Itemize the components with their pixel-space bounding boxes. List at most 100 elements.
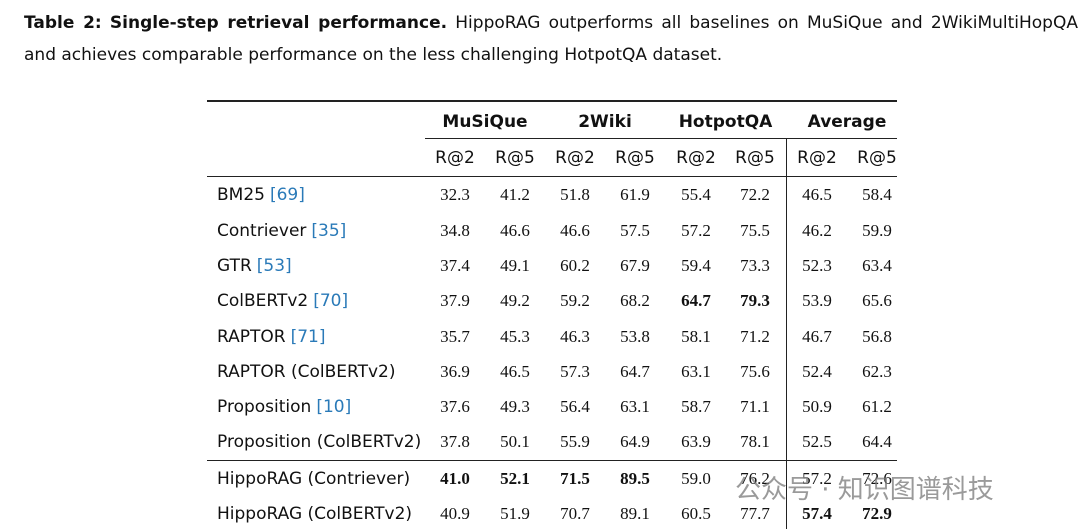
cell-value: 35.7	[440, 327, 470, 346]
caption-title: Single-step retrieval performance.	[109, 13, 448, 33]
cell-value: 63.9	[681, 432, 711, 451]
cell-value: 89.5	[620, 469, 650, 488]
cell-value: 37.8	[440, 432, 470, 451]
cell-value: 56.4	[560, 397, 590, 416]
group-header: MuSiQue	[442, 112, 528, 132]
watermark: 公众号 · 知识图谱科技	[735, 475, 994, 505]
method-label: Proposition	[217, 397, 312, 417]
cell-value: 49.2	[500, 291, 530, 310]
average-divider	[786, 139, 787, 529]
method-name: RAPTOR (ColBERTv2)	[217, 362, 395, 382]
mid-rule	[207, 460, 897, 461]
cell-value: 58.7	[681, 397, 711, 416]
cell-value: 71.1	[740, 397, 770, 416]
cell-value: 51.9	[500, 504, 530, 523]
sub-header: R@5	[735, 148, 775, 168]
method-name: HippoRAG (Contriever)	[217, 469, 410, 489]
cell-value: 64.9	[620, 432, 650, 451]
top-rule	[207, 100, 897, 102]
cell-value: 58.4	[862, 185, 892, 204]
cell-value: 46.3	[560, 327, 590, 346]
cell-value: 79.3	[740, 291, 770, 310]
sub-header: R@5	[857, 148, 897, 168]
cell-value: 61.2	[862, 397, 892, 416]
cell-value: 57.5	[620, 220, 650, 240]
cell-value: 68.2	[620, 291, 650, 310]
cell-value: 71.2	[740, 327, 770, 346]
cell-value: 49.1	[500, 256, 530, 275]
cell-value: 59.2	[560, 291, 590, 310]
cell-value: 51.8	[560, 185, 590, 204]
citation: [35]	[311, 220, 347, 241]
cell-value: 37.6	[440, 397, 470, 416]
cell-value: 64.7	[620, 362, 650, 381]
cell-value: 52.3	[802, 256, 832, 275]
caption-label: Table 2:	[24, 13, 102, 33]
cell-value: 63.4	[862, 256, 892, 275]
cell-value: 63.1	[620, 397, 650, 416]
method-name: Proposition (ColBERTv2)	[217, 432, 421, 452]
cell-value: 75.6	[740, 362, 770, 381]
cell-value: 71.5	[560, 469, 590, 488]
cell-value: 41.2	[500, 185, 530, 204]
cell-value: 67.9	[620, 256, 650, 275]
sub-header: R@2	[435, 148, 475, 168]
cell-value: 56.8	[862, 327, 892, 346]
sub-header: R@5	[615, 148, 655, 168]
cell-value: 46.2	[802, 220, 832, 240]
cell-value: 46.7	[802, 327, 832, 346]
cell-value: 36.9	[440, 362, 470, 381]
cell-value: 57.3	[560, 362, 590, 381]
citation: [10]	[316, 397, 352, 417]
cell-value: 40.9	[440, 504, 470, 523]
group-header: Average	[807, 112, 887, 132]
method-name: Proposition [10]	[217, 397, 351, 417]
citation: [69]	[269, 185, 305, 205]
cell-value: 55.4	[681, 185, 711, 204]
cell-value: 49.3	[500, 397, 530, 416]
cell-value: 50.9	[802, 397, 832, 416]
method-label: ColBERTv2	[217, 291, 309, 311]
cell-value: 34.8	[440, 220, 470, 240]
cell-value: 89.1	[620, 504, 650, 523]
cell-value: 53.8	[620, 327, 650, 346]
cell-value: 65.6	[862, 291, 892, 310]
cell-value: 46.5	[802, 185, 832, 204]
caption-text: HippoRAG outperforms all baselines on Mu…	[24, 13, 1078, 65]
cell-value: 64.4	[862, 432, 892, 451]
cell-value: 41.0	[440, 469, 470, 488]
caption: Table 2: Single-step retrieval performan…	[24, 7, 1078, 71]
sub-header: R@5	[495, 148, 535, 168]
group-rule	[425, 138, 897, 139]
cell-value: 55.9	[560, 432, 590, 451]
method-name: Contriever [35]	[217, 221, 346, 241]
sub-header: R@2	[797, 148, 837, 168]
citation: [71]	[290, 327, 326, 347]
sub-header: R@2	[555, 148, 595, 168]
cell-value: 57.4	[802, 504, 832, 523]
cell-value: 32.3	[440, 185, 470, 204]
cell-value: 59.0	[681, 469, 711, 488]
cell-value: 76.2	[740, 469, 770, 488]
cell-value: 60.2	[560, 256, 590, 275]
cell-value: 78.1	[740, 432, 770, 451]
cell-value: 37.9	[440, 291, 470, 310]
cell-value: 62.3	[862, 362, 892, 381]
cell-value: 57.2	[681, 220, 711, 240]
method-label: RAPTOR (ColBERTv2)	[217, 362, 396, 382]
cell-value: 50.1	[500, 432, 530, 451]
group-header: HotpotQA	[678, 112, 773, 132]
method-label: Proposition (ColBERTv2)	[217, 432, 422, 452]
cell-value: 57.2	[802, 469, 832, 488]
method-label: Contriever	[217, 220, 307, 241]
cell-value: 59.4	[681, 256, 711, 275]
sub-header: R@2	[676, 148, 716, 168]
cell-value: 72.6	[862, 469, 892, 488]
cell-value: 58.1	[681, 327, 711, 346]
method-label: GTR	[217, 256, 252, 276]
citation: [70]	[313, 291, 349, 311]
method-name: RAPTOR [71]	[217, 327, 326, 347]
cell-value: 52.1	[500, 469, 530, 488]
cell-value: 53.9	[802, 291, 832, 310]
